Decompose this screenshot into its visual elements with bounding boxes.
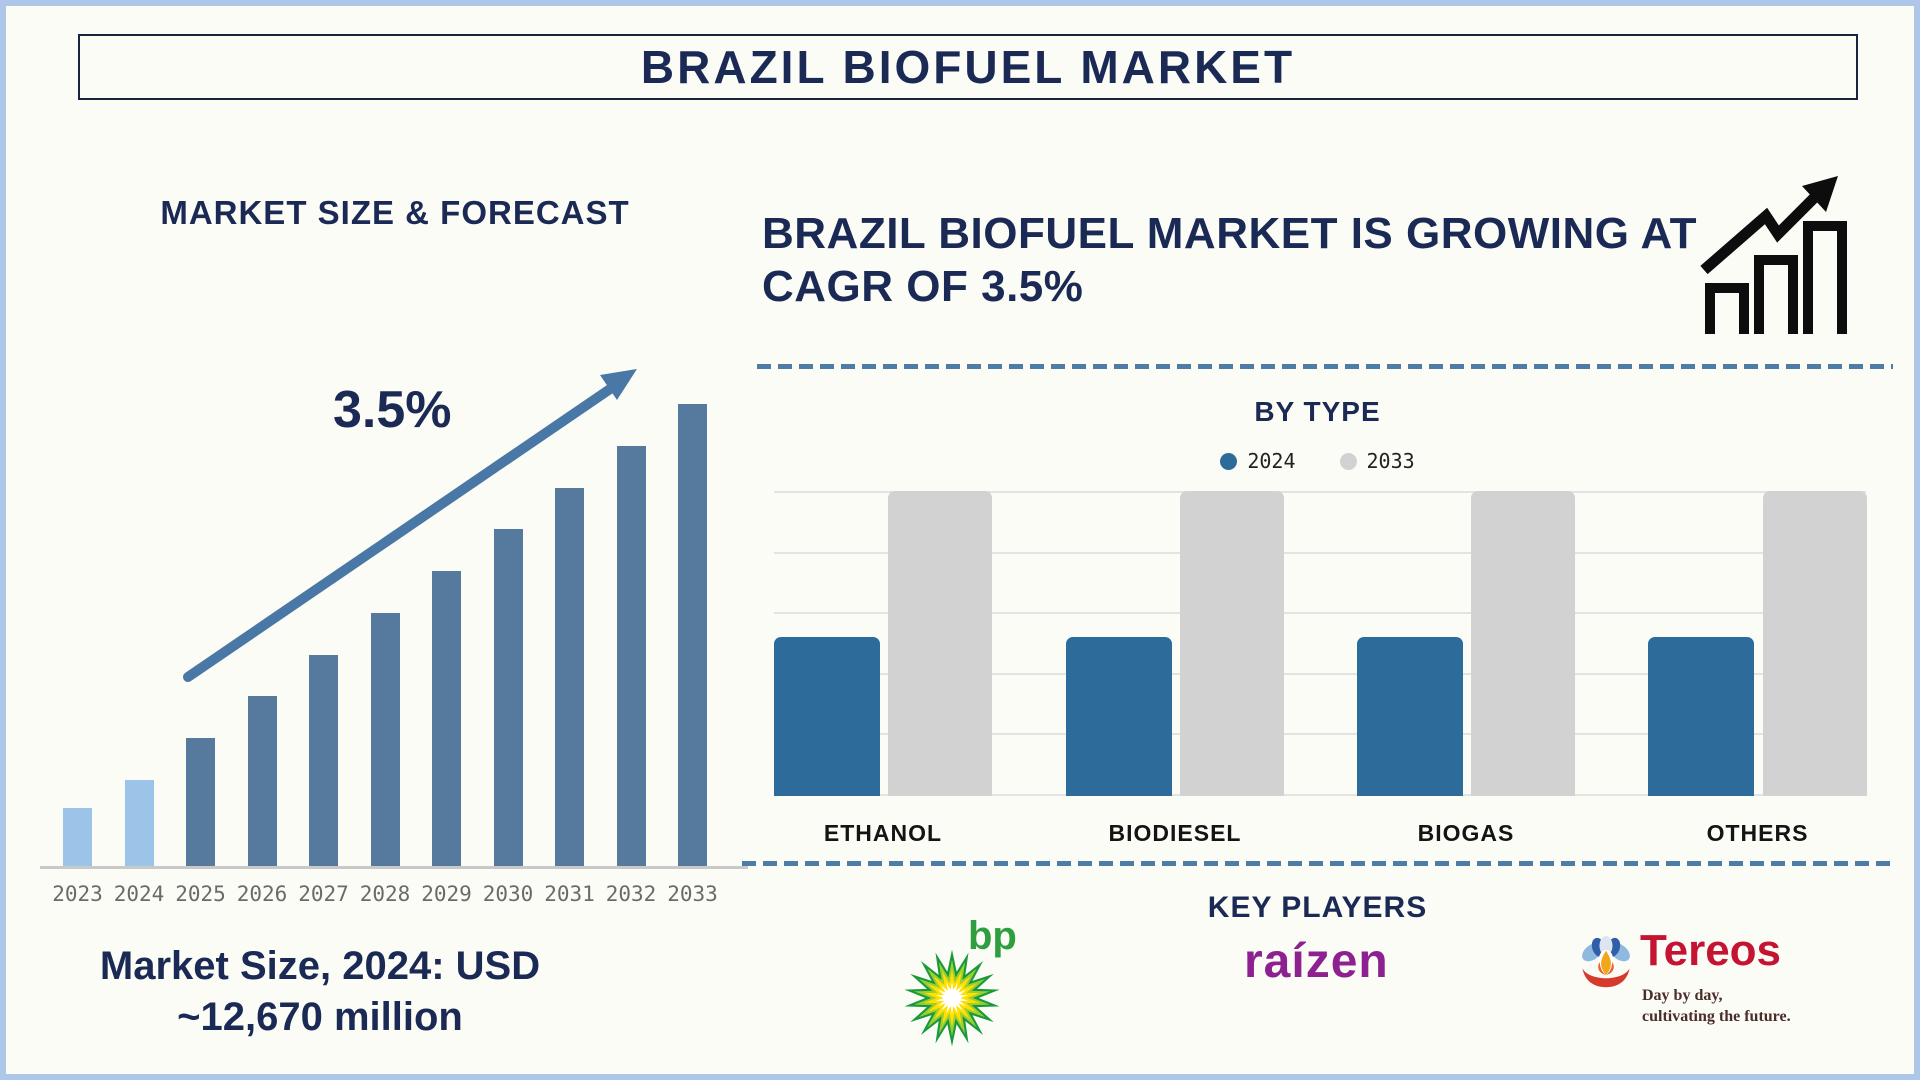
caption-line-2: ~12,670 million: [177, 995, 463, 1040]
bar-2026: [247, 696, 277, 868]
bp-logo-text: bp: [968, 914, 1017, 958]
bar-2029: [432, 571, 461, 868]
x-axis-line: [40, 866, 748, 869]
tereos-logo: Tereos Day by day, cultivating the futur…: [1580, 926, 1900, 1048]
bar-2028: [370, 613, 400, 868]
legend-dot-2024: [1220, 452, 1238, 470]
year-label-2028: 2028: [359, 882, 411, 906]
legend-item-2033: 2033: [1339, 449, 1415, 473]
legend-dot-2033: [1339, 452, 1357, 470]
by-type-title: BY TYPE: [1254, 396, 1381, 427]
growth-arrow-icon: [183, 369, 637, 682]
caption-line-1: Market Size, 2024: USD: [99, 944, 541, 988]
legend-label-2024: 2024: [1247, 449, 1296, 473]
market-size-chart: [40, 398, 746, 868]
tereos-flower-icon: [1582, 936, 1630, 988]
divider-bottom: [742, 861, 1892, 866]
year-label-2031: 2031: [544, 882, 595, 906]
market-size-caption: Market Size, 2024: USD ~12,670 million: [25, 941, 615, 1043]
bar-2024-others: [1648, 637, 1754, 796]
legend-item-2024: 2024: [1220, 449, 1296, 473]
category-label-biogas: BIOGAS: [1417, 820, 1515, 846]
bar-2033-ethanol: [888, 491, 992, 796]
helios-layer-3: [935, 981, 969, 1015]
category-label-ethanol: ETHANOL: [823, 820, 943, 846]
year-label-2027: 2027: [298, 882, 349, 906]
bar-2033: [678, 404, 707, 868]
year-label-2026: 2026: [236, 882, 288, 906]
bp-helios-icon: [904, 949, 1000, 1047]
by-type-category-labels: ETHANOL BIODIESEL BIOGAS OTHERS: [774, 820, 1866, 850]
by-type-chart: [774, 491, 1867, 796]
cagr-annotation: 3.5%: [333, 381, 452, 439]
page-title: BRAZIL BIOFUEL MARKET: [640, 41, 1296, 93]
year-label-2025: 2025: [175, 882, 226, 906]
page-title-box: BRAZIL BIOFUEL MARKET: [78, 34, 1858, 100]
bar-2027: [309, 655, 338, 868]
bar-2033-others: [1763, 491, 1867, 796]
key-players-title: KEY PLAYERS: [1207, 891, 1428, 924]
gridline-4: [774, 733, 1866, 735]
gridline-3: [774, 673, 1866, 675]
gridline-0: [774, 491, 1866, 493]
bar-2024-ethanol: [774, 637, 880, 796]
by-type-legend: 2024 2033: [740, 449, 1895, 473]
year-label-2033: 2033: [667, 882, 718, 906]
growth-chart-icon: [1700, 176, 1847, 334]
year-axis-labels: 2023 2024 2025 2026 2027 2028 2029 2030 2031 2032…: [40, 882, 746, 908]
year-label-2029: 2029: [421, 882, 472, 906]
raizen-logo: raízen: [1244, 935, 1389, 988]
gridline-2: [774, 612, 1866, 614]
year-label-2023: 2023: [52, 882, 103, 906]
divider-top: [757, 364, 1893, 369]
year-label-2024: 2024: [113, 882, 165, 906]
bar-2033-biogas: [1471, 491, 1575, 796]
bar-2030: [493, 529, 523, 868]
legend-label-2033: 2033: [1366, 449, 1415, 473]
category-label-others: OTHERS: [1706, 820, 1809, 846]
gridline-1: [774, 552, 1866, 554]
left-chart-title: MARKET SIZE & FORECAST: [160, 194, 630, 231]
category-label-biodiesel: BIODIESEL: [1108, 820, 1242, 846]
bar-2033-biodiesel: [1180, 491, 1284, 796]
bar-2024-biogas: [1357, 637, 1463, 796]
bar-2024-biodiesel: [1066, 637, 1172, 796]
tereos-logo-text: Tereos: [1640, 926, 1782, 975]
bar-2025: [186, 738, 215, 868]
cagr-heading: BRAZIL BIOFUEL MARKET IS GROWING AT CAGR…: [762, 209, 1697, 311]
gridline-5: [774, 794, 1866, 796]
bar-2024: [124, 780, 154, 868]
year-label-2030: 2030: [482, 882, 534, 906]
tereos-tagline: Day by day, cultivating the future.: [1642, 987, 1791, 1025]
bar-2032: [616, 446, 646, 868]
year-label-2032: 2032: [605, 882, 657, 906]
bp-logo: bp: [902, 914, 1052, 1067]
bar-2023: [63, 808, 92, 868]
bar-2031: [555, 488, 584, 868]
